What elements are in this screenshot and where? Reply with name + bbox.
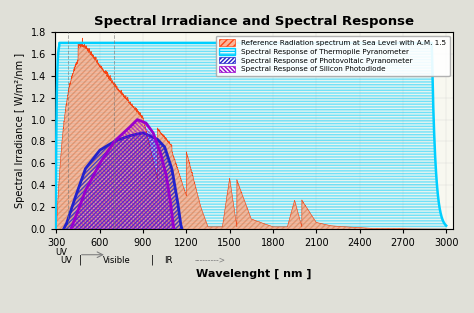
Text: |: | <box>151 254 154 265</box>
Text: |: | <box>79 254 82 265</box>
Text: UV: UV <box>60 256 72 264</box>
Y-axis label: Spectral Irradiance [ W/m²/nm ]: Spectral Irradiance [ W/m²/nm ] <box>15 53 25 208</box>
Title: Spectral Irradiance and Spectral Response: Spectral Irradiance and Spectral Respons… <box>94 15 414 28</box>
Legend: Reference Radiation spectrum at Sea Level with A.M. 1.5, Spectral Response of Th: Reference Radiation spectrum at Sea Leve… <box>216 36 450 76</box>
Text: Visible: Visible <box>103 256 131 264</box>
Text: IR: IR <box>164 256 173 264</box>
X-axis label: Wavelenght [ nm ]: Wavelenght [ nm ] <box>196 269 312 279</box>
Text: --------->: ---------> <box>194 256 226 264</box>
Text: UV: UV <box>55 248 67 257</box>
